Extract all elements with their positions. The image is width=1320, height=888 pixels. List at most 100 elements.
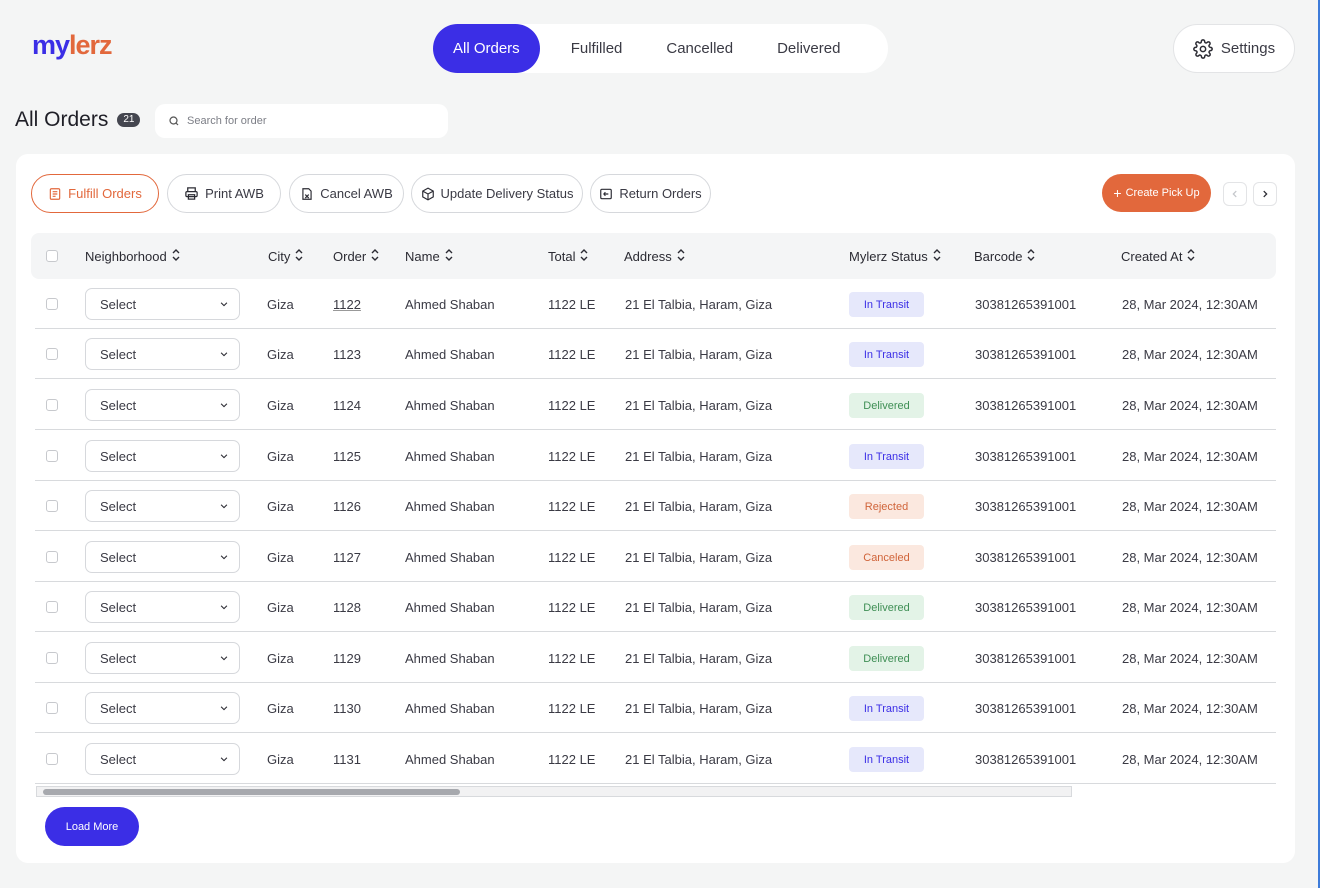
horizontal-scrollbar[interactable] [36, 786, 1072, 797]
table-row[interactable]: Select Giza 1122 Ahmed Shaban 1122 LE 21 El T… [35, 279, 1276, 329]
neighborhood-select[interactable]: Select [85, 338, 240, 370]
city-cell: Giza [267, 599, 294, 615]
col-city[interactable]: City [268, 233, 303, 279]
col-mylerz-status[interactable]: Mylerz Status [849, 233, 941, 279]
order-cell[interactable]: 1126 [333, 481, 361, 531]
package-icon [49, 187, 61, 200]
page-title: All Orders 21 [15, 108, 141, 132]
barcode-cell: 30381265391001 [975, 397, 1077, 413]
select-all-checkbox[interactable] [46, 250, 58, 262]
table-row[interactable]: Select Giza 1125 Ahmed Shaban 1122 LE 21 El T… [35, 431, 1276, 481]
create-pickup-button[interactable]: + Create Pick Up [1102, 174, 1211, 212]
fulfill-orders-button[interactable]: Fulfill Orders [31, 174, 159, 213]
barcode-cell: 30381265391001 [975, 650, 1077, 666]
col-name[interactable]: Name [405, 233, 453, 279]
table-row[interactable]: Select Giza 1130 Ahmed Shaban 1122 LE 21 El T… [35, 683, 1276, 733]
col-neighborhood[interactable]: Neighborhood [85, 233, 180, 279]
order-link[interactable]: 1131 [333, 751, 361, 767]
created-at-cell: 28, Mar 2024, 12:30AM [1122, 498, 1258, 514]
order-cell[interactable]: 1128 [333, 582, 361, 632]
order-cell[interactable]: 1123 [333, 329, 361, 379]
order-link[interactable]: 1130 [333, 700, 361, 716]
neighborhood-select[interactable]: Select [85, 642, 240, 674]
row-checkbox[interactable] [46, 753, 58, 765]
row-checkbox[interactable] [46, 702, 58, 714]
col-barcode[interactable]: Barcode [974, 233, 1035, 279]
row-checkbox[interactable] [46, 601, 58, 613]
scrollbar-thumb[interactable] [43, 789, 460, 795]
total-cell: 1122 LE [548, 397, 596, 413]
created-at-cell: 28, Mar 2024, 12:30AM [1122, 448, 1258, 464]
row-checkbox[interactable] [46, 348, 58, 360]
row-checkbox[interactable] [46, 399, 58, 411]
col-created-at[interactable]: Created At [1121, 233, 1195, 279]
status-badge: In Transit [849, 292, 924, 317]
sort-icon [295, 248, 303, 264]
print-awb-button[interactable]: Print AWB [167, 174, 281, 213]
table-row[interactable]: Select Giza 1131 Ahmed Shaban 1122 LE 21 El T… [35, 734, 1276, 784]
order-cell[interactable]: 1122 [333, 279, 361, 329]
order-link[interactable]: 1122 [333, 296, 361, 312]
tab-all-orders[interactable]: All Orders [433, 24, 540, 73]
tab-fulfilled[interactable]: Fulfilled [570, 40, 623, 57]
table-row[interactable]: Select Giza 1128 Ahmed Shaban 1122 LE 21 El T… [35, 582, 1276, 632]
load-more-button[interactable]: Load More [45, 807, 139, 846]
neighborhood-select[interactable]: Select [85, 288, 240, 320]
order-link[interactable]: 1127 [333, 549, 361, 565]
order-cell[interactable]: 1131 [333, 734, 361, 784]
order-link[interactable]: 1129 [333, 650, 361, 666]
order-link[interactable]: 1125 [333, 448, 361, 464]
settings-button[interactable]: Settings [1173, 24, 1295, 73]
city-cell: Giza [267, 700, 294, 716]
status-badge: In Transit [849, 747, 924, 772]
order-link[interactable]: 1128 [333, 599, 361, 615]
city-cell: Giza [267, 346, 294, 362]
row-checkbox[interactable] [46, 500, 58, 512]
order-cell[interactable]: 1130 [333, 683, 361, 733]
col-address[interactable]: Address [624, 233, 685, 279]
order-cell[interactable]: 1129 [333, 633, 361, 683]
neighborhood-select[interactable]: Select [85, 541, 240, 573]
mylerz-logo[interactable]: mylerz [32, 30, 113, 60]
prev-page-button[interactable] [1223, 182, 1247, 206]
neighborhood-select[interactable]: Select [85, 440, 240, 472]
neighborhood-select[interactable]: Select [85, 389, 240, 421]
neighborhood-select[interactable]: Select [85, 490, 240, 522]
row-checkbox[interactable] [46, 450, 58, 462]
row-checkbox[interactable] [46, 298, 58, 310]
order-link[interactable]: 1124 [333, 397, 361, 413]
neighborhood-select[interactable]: Select [85, 591, 240, 623]
table-row[interactable]: Select Giza 1129 Ahmed Shaban 1122 LE 21 El T… [35, 633, 1276, 683]
table-row[interactable]: Select Giza 1126 Ahmed Shaban 1122 LE 21 El T… [35, 481, 1276, 531]
created-at-cell: 28, Mar 2024, 12:30AM [1122, 599, 1258, 615]
col-order[interactable]: Order [333, 233, 379, 279]
sort-icon [580, 248, 588, 264]
col-total[interactable]: Total [548, 233, 588, 279]
window-edge [1318, 0, 1320, 888]
name-cell: Ahmed Shaban [405, 700, 495, 716]
row-checkbox[interactable] [46, 652, 58, 664]
neighborhood-select[interactable]: Select [85, 692, 240, 724]
order-cell[interactable]: 1125 [333, 431, 361, 481]
city-cell: Giza [267, 397, 294, 413]
row-checkbox[interactable] [46, 551, 58, 563]
return-orders-button[interactable]: Return Orders [590, 174, 711, 213]
order-cell[interactable]: 1127 [333, 532, 361, 582]
cancel-awb-button[interactable]: Cancel AWB [289, 174, 404, 213]
tab-delivered[interactable]: Delivered [777, 40, 841, 57]
order-link[interactable]: 1126 [333, 498, 361, 514]
order-link[interactable]: 1123 [333, 346, 361, 362]
sort-icon [371, 248, 379, 264]
tab-cancelled[interactable]: Cancelled [666, 40, 734, 57]
order-cell[interactable]: 1124 [333, 380, 361, 430]
table-row[interactable]: Select Giza 1127 Ahmed Shaban 1122 LE 21 El T… [35, 532, 1276, 582]
created-at-cell: 28, Mar 2024, 12:30AM [1122, 346, 1258, 362]
search-input[interactable] [187, 115, 427, 127]
update-delivery-status-button[interactable]: Update Delivery Status [411, 174, 583, 213]
table-row[interactable]: Select Giza 1123 Ahmed Shaban 1122 LE 21 El T… [35, 329, 1276, 379]
chevron-down-icon [220, 454, 228, 459]
table-row[interactable]: Select Giza 1124 Ahmed Shaban 1122 LE 21 El T… [35, 380, 1276, 430]
address-cell: 21 El Talbia, Haram, Giza [625, 448, 773, 464]
neighborhood-select[interactable]: Select [85, 743, 240, 775]
next-page-button[interactable] [1253, 182, 1277, 206]
